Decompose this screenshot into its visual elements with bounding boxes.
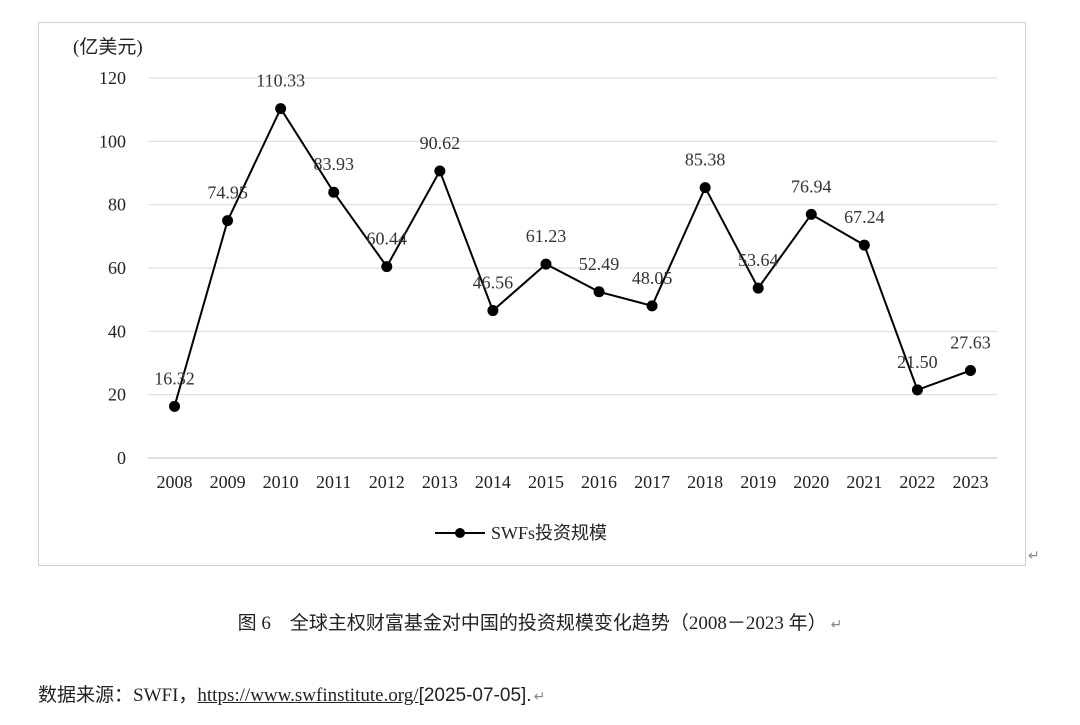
data-label: 110.33 bbox=[256, 71, 305, 91]
x-tick-label: 2018 bbox=[687, 472, 723, 492]
source-prefix: 数据来源：SWFI， bbox=[38, 685, 198, 706]
data-point bbox=[487, 305, 499, 317]
data-label: 90.62 bbox=[420, 133, 461, 153]
legend-series-name: SWFs投资规模 bbox=[491, 523, 607, 543]
data-label: 67.24 bbox=[844, 207, 885, 227]
x-tick-label: 2019 bbox=[740, 472, 776, 492]
data-label: 21.50 bbox=[897, 352, 938, 372]
y-tick-label: 20 bbox=[108, 385, 126, 405]
data-label: 83.93 bbox=[313, 154, 354, 174]
figure-number: 图 6 bbox=[237, 613, 271, 634]
y-tick-label: 100 bbox=[99, 131, 126, 151]
axes: 0 20 40 60 80 100 120 2008 2009 2010 2011 2012 2013 2… bbox=[99, 68, 997, 492]
line-chart: (亿美元) 0 20 40 60 80 100 120 2008 2009 2010 2011 201… bbox=[73, 36, 997, 543]
x-tick-label: 2012 bbox=[369, 472, 405, 492]
x-tick-label: 2009 bbox=[210, 472, 246, 492]
x-tick-label: 2014 bbox=[475, 472, 511, 492]
series-layer bbox=[169, 103, 976, 412]
data-point bbox=[222, 215, 234, 227]
data-point bbox=[911, 384, 923, 396]
data-label: 53.64 bbox=[738, 250, 779, 270]
legend: SWFs投资规模 bbox=[435, 523, 607, 543]
data-labels: 16.32 74.95 110.33 83.93 60.44 90.62 46.56 61.2… bbox=[154, 71, 990, 389]
y-tick-label: 40 bbox=[108, 321, 126, 341]
chart-frame: (亿美元) 0 20 40 60 80 100 120 2008 2009 2010 2011 201… bbox=[38, 22, 1026, 566]
data-label: 74.95 bbox=[207, 183, 248, 203]
y-tick-label: 120 bbox=[99, 68, 126, 88]
data-point bbox=[540, 258, 552, 270]
figure-caption: 图 6 全球主权财富基金对中国的投资规模变化趋势（2008－2023 年） ↵ bbox=[0, 608, 1080, 635]
return-mark-source: ↵ bbox=[533, 689, 546, 705]
data-label: 16.32 bbox=[154, 368, 195, 388]
x-tick-label: 2023 bbox=[952, 472, 988, 492]
y-tick-label: 0 bbox=[117, 448, 126, 468]
data-point bbox=[434, 165, 446, 177]
data-point bbox=[169, 400, 181, 412]
return-mark-caption: ↵ bbox=[830, 617, 843, 633]
data-point bbox=[328, 186, 340, 198]
x-tick-label: 2020 bbox=[793, 472, 829, 492]
grid-lines bbox=[148, 77, 997, 396]
data-point bbox=[805, 208, 817, 220]
x-tick-label: 2022 bbox=[899, 472, 935, 492]
data-label: 60.44 bbox=[367, 229, 408, 249]
data-source-note: 数据来源：SWFI，https://www.swfinstitute.org/[… bbox=[38, 680, 545, 707]
data-label: 85.38 bbox=[685, 150, 726, 170]
return-mark-chart: ↵ bbox=[1028, 548, 1040, 564]
data-point bbox=[381, 261, 393, 273]
source-date: [2025-07-05]. bbox=[418, 685, 532, 706]
data-label: 46.56 bbox=[473, 273, 514, 293]
y-axis-unit-label: (亿美元) bbox=[73, 36, 143, 58]
source-link[interactable]: https://www.swfinstitute.org/ bbox=[197, 685, 419, 706]
data-label: 48.05 bbox=[632, 268, 673, 288]
x-tick-label: 2016 bbox=[581, 472, 617, 492]
data-label: 52.49 bbox=[579, 254, 620, 274]
data-point bbox=[699, 182, 711, 194]
data-point bbox=[964, 365, 976, 377]
series-line bbox=[173, 106, 971, 407]
y-tick-label: 80 bbox=[108, 195, 126, 215]
figure-title: 全球主权财富基金对中国的投资规模变化趋势（2008－2023 年） bbox=[289, 613, 827, 634]
x-tick-label: 2008 bbox=[157, 472, 193, 492]
data-point bbox=[752, 282, 764, 294]
x-tick-label: 2017 bbox=[634, 472, 670, 492]
x-tick-label: 2015 bbox=[528, 472, 564, 492]
x-tick-label: 2021 bbox=[846, 472, 882, 492]
data-point bbox=[593, 286, 605, 298]
data-point bbox=[858, 239, 870, 251]
y-tick-label: 60 bbox=[108, 258, 126, 278]
data-label: 27.63 bbox=[950, 333, 991, 353]
data-label: 61.23 bbox=[526, 226, 567, 246]
data-point bbox=[275, 103, 287, 115]
x-tick-label: 2010 bbox=[263, 472, 299, 492]
x-tick-label: 2011 bbox=[316, 472, 351, 492]
x-tick-label: 2013 bbox=[422, 472, 458, 492]
legend-marker bbox=[455, 528, 465, 538]
data-label: 76.94 bbox=[791, 176, 832, 196]
data-point bbox=[646, 300, 658, 312]
